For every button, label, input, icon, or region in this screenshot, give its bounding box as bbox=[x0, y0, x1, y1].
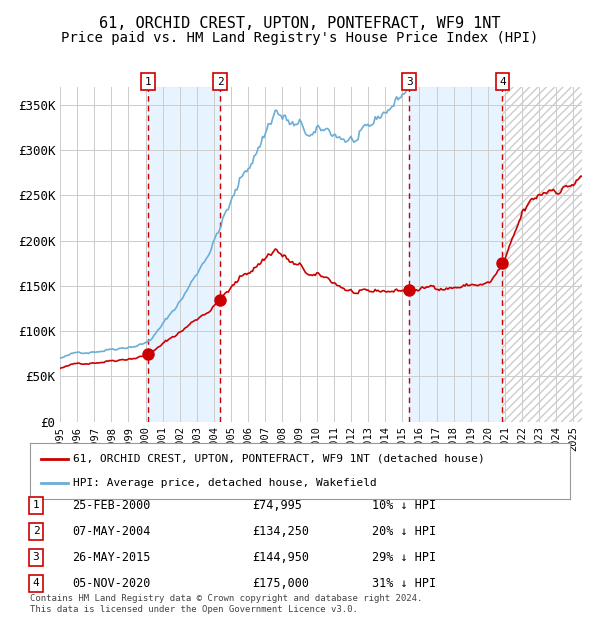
Text: 10% ↓ HPI: 10% ↓ HPI bbox=[372, 499, 436, 511]
Text: 20% ↓ HPI: 20% ↓ HPI bbox=[372, 525, 436, 538]
Text: 61, ORCHID CREST, UPTON, PONTEFRACT, WF9 1NT (detached house): 61, ORCHID CREST, UPTON, PONTEFRACT, WF9… bbox=[73, 454, 485, 464]
Text: Contains HM Land Registry data © Crown copyright and database right 2024.
This d: Contains HM Land Registry data © Crown c… bbox=[30, 595, 422, 614]
Text: Price paid vs. HM Land Registry's House Price Index (HPI): Price paid vs. HM Land Registry's House … bbox=[61, 31, 539, 45]
Bar bbox=[502, 87, 582, 422]
Text: 05-NOV-2020: 05-NOV-2020 bbox=[72, 577, 151, 590]
Text: 1: 1 bbox=[145, 77, 152, 87]
Text: £144,950: £144,950 bbox=[252, 551, 309, 564]
Text: 26-MAY-2015: 26-MAY-2015 bbox=[72, 551, 151, 564]
Text: 1: 1 bbox=[32, 500, 40, 510]
Text: £134,250: £134,250 bbox=[252, 525, 309, 538]
Bar bbox=[148, 87, 220, 422]
Text: £175,000: £175,000 bbox=[252, 577, 309, 590]
Text: 61, ORCHID CREST, UPTON, PONTEFRACT, WF9 1NT: 61, ORCHID CREST, UPTON, PONTEFRACT, WF9… bbox=[99, 16, 501, 30]
Text: 3: 3 bbox=[406, 77, 413, 87]
Text: HPI: Average price, detached house, Wakefield: HPI: Average price, detached house, Wake… bbox=[73, 479, 377, 489]
Text: 4: 4 bbox=[32, 578, 40, 588]
Text: 31% ↓ HPI: 31% ↓ HPI bbox=[372, 577, 436, 590]
Bar bbox=[502, 87, 582, 422]
Text: 29% ↓ HPI: 29% ↓ HPI bbox=[372, 551, 436, 564]
Text: 2: 2 bbox=[217, 77, 223, 87]
Text: 25-FEB-2000: 25-FEB-2000 bbox=[72, 499, 151, 511]
Text: 07-MAY-2004: 07-MAY-2004 bbox=[72, 525, 151, 538]
Bar bbox=[409, 87, 502, 422]
Text: 4: 4 bbox=[499, 77, 506, 87]
Text: £74,995: £74,995 bbox=[252, 499, 302, 511]
Text: 2: 2 bbox=[32, 526, 40, 536]
Text: 3: 3 bbox=[32, 552, 40, 562]
